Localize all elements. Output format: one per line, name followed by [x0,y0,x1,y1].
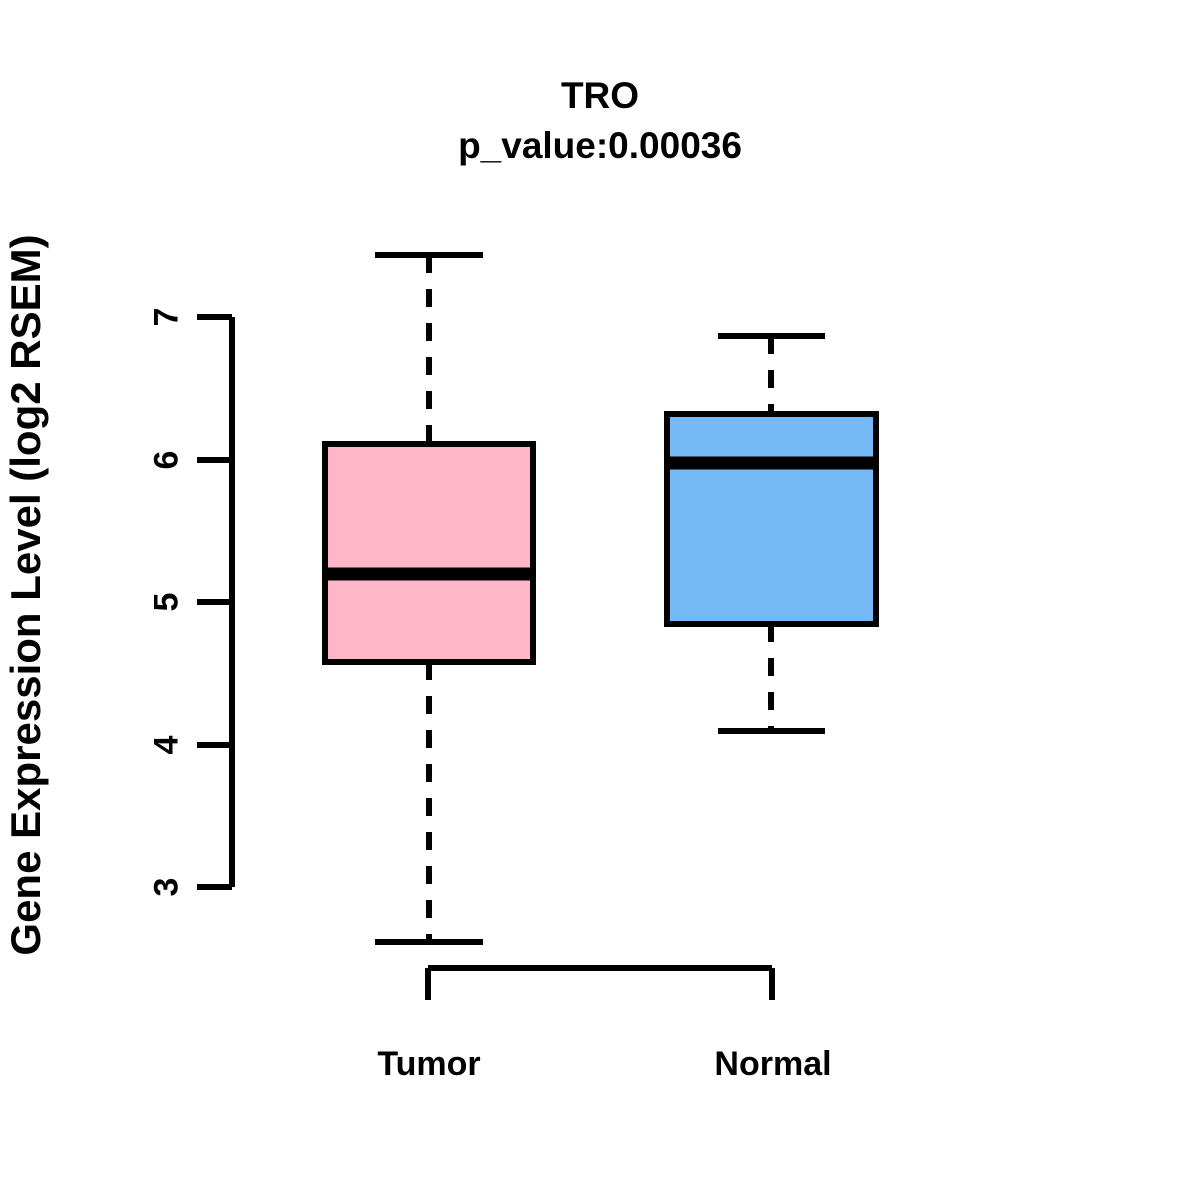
x-label-tumor: Tumor [377,1045,480,1083]
y-tick-label-4: 4 [147,735,185,754]
chart-title: TRO [561,75,639,116]
y-tick-label-6: 6 [147,451,185,470]
box-group-normal[interactable] [664,333,879,734]
y-axis-title-text: Gene Expression Level (log2 RSEM) [2,234,49,955]
y-axis-title: Gene Expression Level (log2 RSEM) [2,234,49,955]
y-tick-label-5: 5 [147,593,185,612]
chart-subtitle-pvalue: p_value:0.00036 [458,125,742,166]
tumor-box-rect[interactable] [322,441,536,665]
x-axis: Tumor Normal [377,965,832,1083]
normal-box-rect[interactable] [664,411,879,627]
x-label-normal: Normal [714,1045,831,1083]
box-group-tumor[interactable] [322,252,536,945]
y-axis: 7 6 5 4 3 [147,308,235,897]
y-tick-label-7: 7 [147,308,185,327]
y-tick-label-3: 3 [147,878,185,897]
